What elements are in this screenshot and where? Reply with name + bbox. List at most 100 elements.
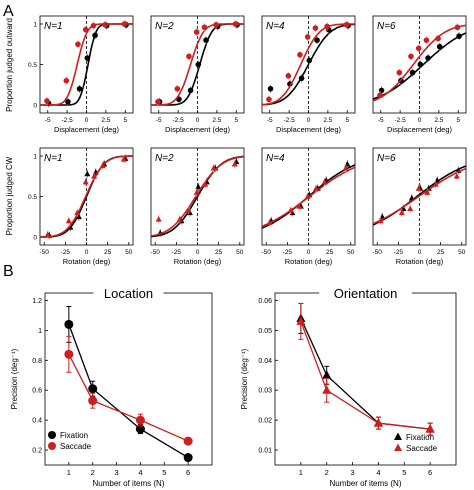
x-tick-label: 50: [458, 249, 466, 256]
data-point-saccade: [322, 385, 332, 394]
x-axis-label: Rotation (deg): [63, 257, 111, 266]
y-tick-label: 0.6: [32, 388, 42, 395]
plot-frame-bottom-1: [44, 292, 213, 466]
x-axis-label: Number of items (N): [329, 479, 401, 488]
x-tick-label: 0: [418, 249, 422, 256]
data-point-saccade: [63, 77, 70, 84]
y-tick-label: 0.05: [258, 328, 272, 335]
y-tick-label: 0.01: [258, 448, 272, 455]
x-tick-label: -2.5: [284, 117, 296, 124]
data-point-saccade: [201, 24, 208, 31]
data-point-saccade: [135, 415, 145, 425]
x-tick-label: 50: [125, 249, 133, 256]
x-tick-label: 0: [307, 117, 311, 124]
x-tick-label: 1: [67, 468, 71, 477]
legend-label-saccade: Saccade: [406, 444, 438, 453]
x-axis-label: Number of items (N): [92, 479, 164, 488]
data-point-saccade: [342, 164, 349, 171]
x-axis-label: Rotation (deg): [396, 257, 444, 266]
data-point-saccade: [102, 22, 108, 28]
x-tick-label: 0: [85, 249, 89, 256]
panel-label-a: A: [3, 3, 14, 20]
x-tick-label: -25: [283, 249, 293, 256]
data-point-saccade: [88, 396, 98, 406]
chart-title: Orientation: [334, 286, 398, 301]
x-tick-label: 2.5: [212, 117, 221, 124]
data-point-saccade: [373, 418, 383, 427]
x-axis-label: Rotation (deg): [285, 257, 333, 266]
data-point-saccade: [99, 162, 106, 169]
data-point-saccade: [65, 217, 72, 224]
data-point-saccade: [193, 189, 200, 195]
x-tick-label: 2.5: [101, 117, 110, 124]
data-point-fixation: [75, 213, 82, 220]
n-label: N=6: [377, 21, 396, 32]
x-tick-label: 50: [236, 249, 244, 256]
x-tick-label: -2.5: [173, 117, 185, 124]
data-point-fixation: [187, 87, 194, 94]
data-point-saccade: [287, 207, 294, 213]
fit-curve-saccade: [40, 155, 134, 238]
x-tick-label: 5: [345, 117, 349, 124]
series-line-saccade: [300, 321, 431, 430]
data-point-fixation: [425, 55, 431, 61]
title-bg: [319, 284, 412, 300]
x-tick-label: -50: [40, 249, 50, 256]
x-axis-label: Rotation (deg): [174, 257, 222, 266]
legend-label-fixation: Fixation: [406, 433, 434, 442]
n-label: N=1: [44, 153, 63, 164]
x-tick-label: -2.5: [395, 117, 407, 124]
y-tick-label: 0.04: [258, 358, 272, 365]
legend-marker-saccade: [394, 443, 402, 451]
x-tick-label: 4: [138, 468, 142, 477]
data-point-saccade: [210, 164, 217, 171]
fit-curve-saccade: [372, 24, 467, 102]
data-point-fixation: [84, 170, 91, 177]
data-point-fixation: [88, 384, 98, 394]
data-point-saccade: [121, 21, 128, 27]
x-tick-label: 0: [196, 117, 200, 124]
data-point-saccade: [64, 349, 74, 359]
y-tick-label: 0.5: [28, 194, 37, 201]
legend-marker-fixation: [394, 432, 402, 440]
x-tick-label: 2: [325, 468, 329, 477]
data-point-saccade: [155, 215, 162, 222]
n-label: N=1: [44, 21, 63, 32]
data-point-saccade: [44, 231, 51, 237]
x-tick-label: 25: [104, 249, 112, 256]
x-tick-label: -25: [394, 249, 404, 256]
data-point-fixation: [65, 98, 71, 105]
x-axis-label: Displacement (deg): [276, 125, 342, 134]
x-axis-label: Displacement (deg): [387, 125, 453, 134]
data-point-saccade: [285, 73, 292, 79]
n-label: N=2: [155, 21, 174, 32]
y-tick-label: 0.02: [258, 418, 272, 425]
title-bg: [93, 284, 164, 300]
y-tick-label: 0.2: [32, 448, 42, 455]
x-tick-label: 1: [299, 468, 303, 477]
legend-label-saccade: Saccade: [60, 442, 92, 451]
n-label: N=4: [266, 21, 285, 32]
row2-ylabel: Proportion judged CW: [5, 156, 14, 235]
x-tick-label: 6: [428, 468, 432, 477]
data-point-fixation: [267, 86, 274, 92]
data-point-saccade: [415, 45, 422, 52]
data-point-saccade: [202, 181, 209, 187]
data-point-fixation: [64, 319, 74, 329]
x-tick-label: 5: [123, 117, 127, 124]
data-point-saccade: [396, 69, 403, 76]
y-axis-label: Precision (deg⁻¹): [240, 348, 249, 409]
data-point-saccade: [377, 217, 384, 224]
x-tick-label: 2.5: [434, 117, 443, 124]
x-axis-label: Displacement (deg): [165, 125, 231, 134]
data-point-saccade: [424, 189, 431, 195]
data-point-saccade: [185, 207, 192, 213]
x-tick-label: 5: [402, 468, 406, 477]
x-tick-label: 0: [418, 117, 422, 124]
x-tick-label: 3: [114, 468, 118, 477]
y-tick-label: 1: [33, 154, 37, 161]
x-tick-label: -25: [172, 249, 182, 256]
legend-label-fixation: Fixation: [60, 431, 88, 440]
x-tick-label: 25: [326, 249, 334, 256]
